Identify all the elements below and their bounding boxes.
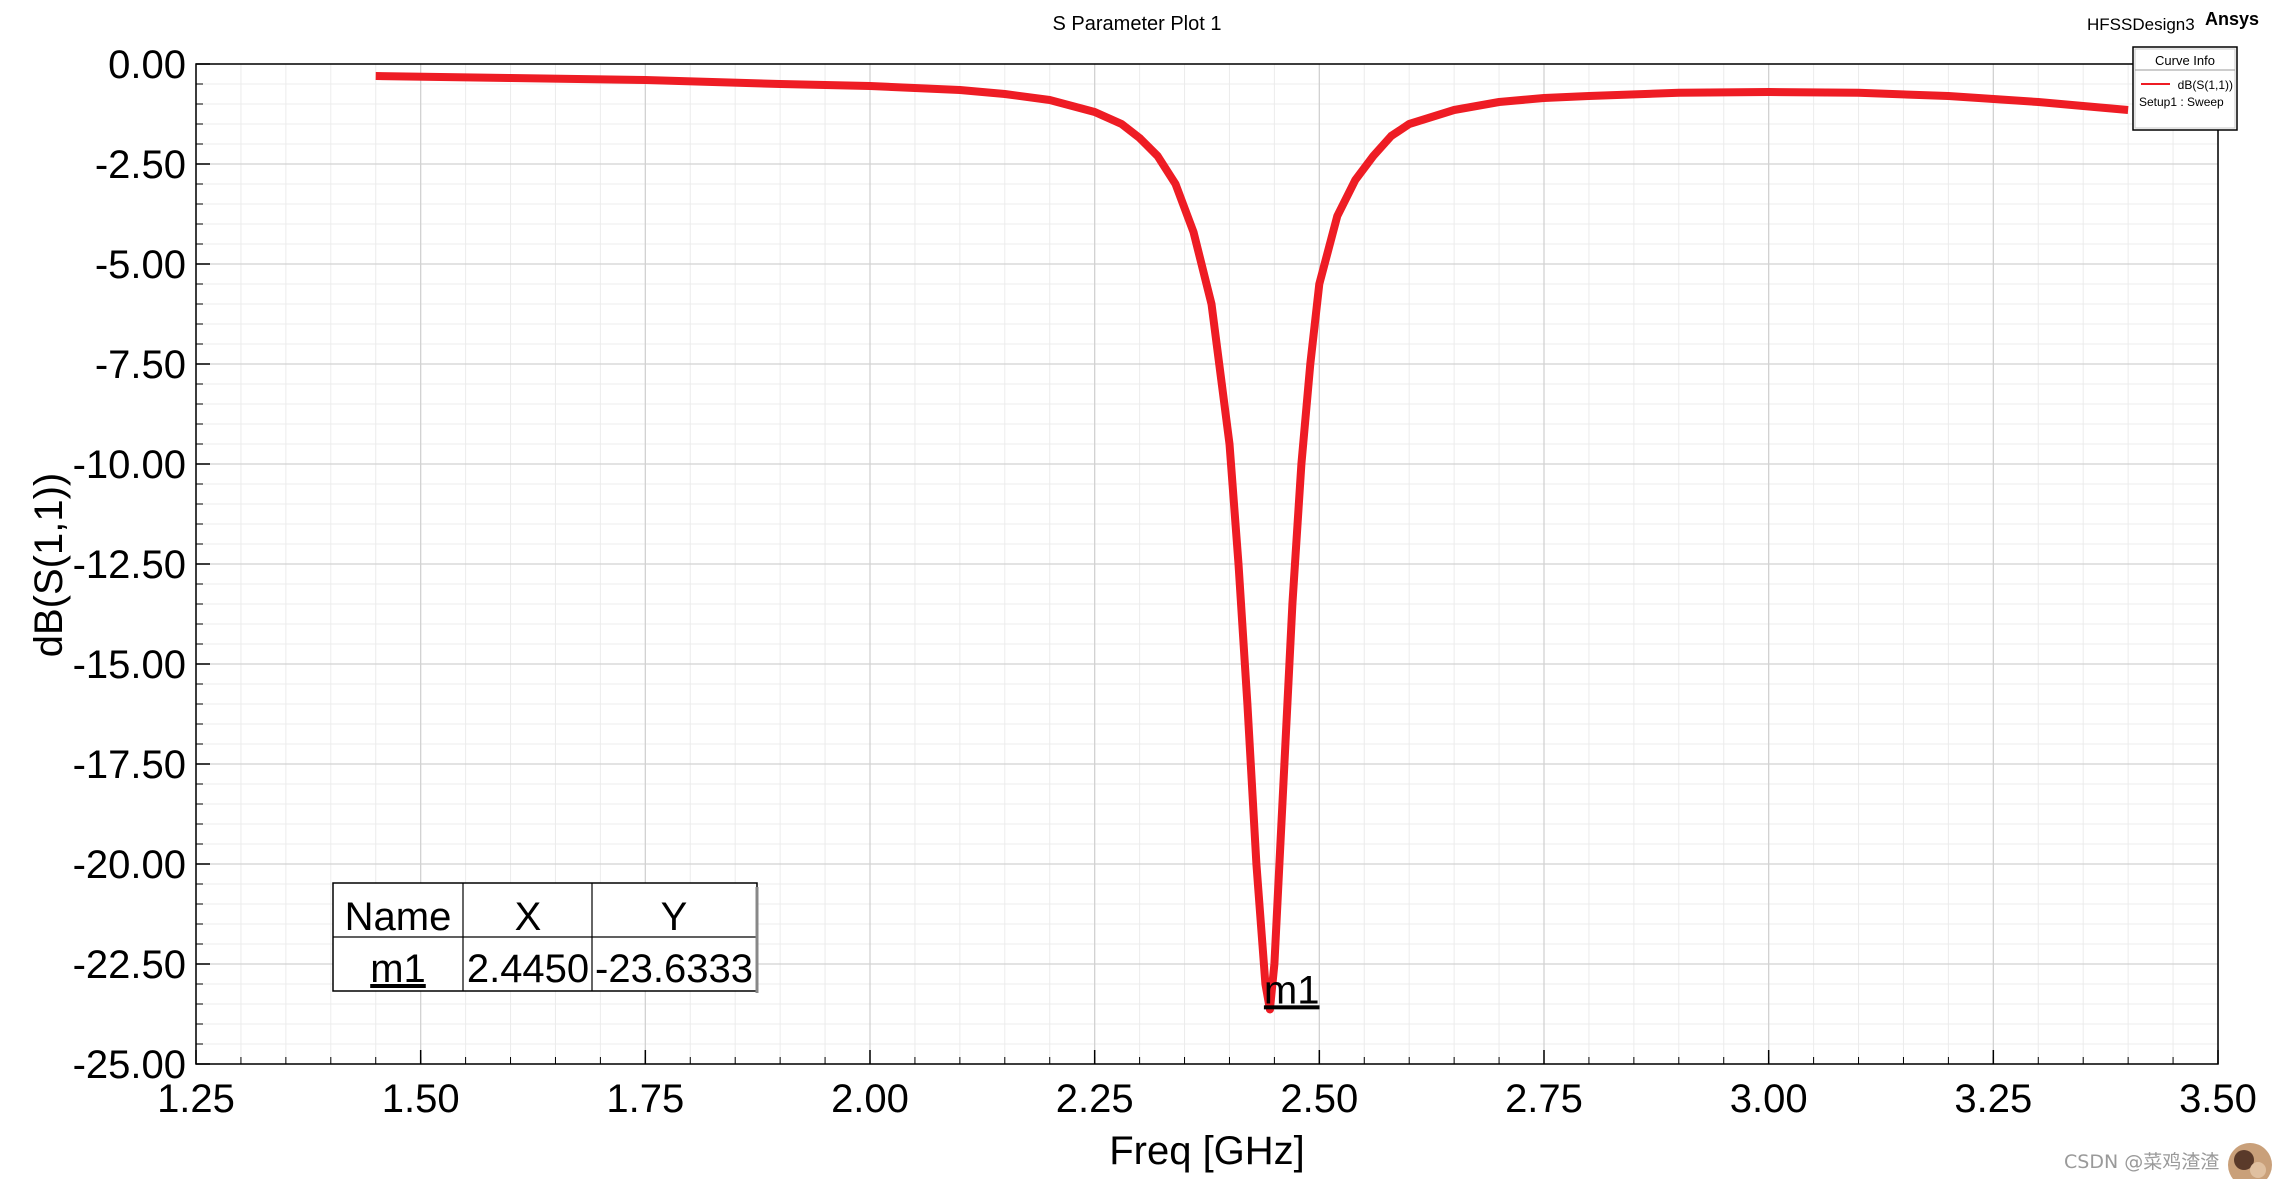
x-tick-label: 3.50: [2179, 1077, 2257, 1121]
y-tick-label: -2.50: [95, 143, 186, 187]
x-tick-label: 1.75: [606, 1077, 684, 1121]
y-tick-label: -25.00: [73, 1043, 186, 1087]
x-tick-label: 1.50: [382, 1077, 460, 1121]
y-tick-label: -20.00: [73, 843, 186, 887]
plot-frame: [195, 63, 2219, 1065]
legend-title: Curve Info: [2155, 53, 2215, 68]
x-axis-label: Freq [GHz]: [1109, 1129, 1305, 1173]
axis-ticks: [195, 63, 2219, 1065]
marker-label[interactable]: m1: [1264, 968, 1320, 1012]
avatar: [2228, 1143, 2272, 1179]
y-tick-label: -12.50: [73, 543, 186, 587]
legend-series-label: dB(S(1,1)): [2178, 78, 2233, 92]
marker-table-header-name: Name: [345, 895, 452, 939]
y-tick-label: -10.00: [73, 443, 186, 487]
series-layer: [375, 72, 2129, 1014]
y-tick-labels: 0.00 -2.50 -5.00 -7.50 -10.00 -12.50 -15.00 -17…: [73, 43, 186, 1087]
grid-major-lines: [195, 63, 2219, 1065]
x-tick-label: 2.00: [831, 1077, 909, 1121]
y-tick-label: -5.00: [95, 243, 186, 287]
marker-table-header-x: X: [515, 895, 542, 939]
design-name: HFSSDesign3: [2087, 15, 2195, 34]
chart-title: S Parameter Plot 1: [1053, 13, 1222, 35]
y-tick-label: -17.50: [73, 743, 186, 787]
legend-setup-label: Setup1 : Sweep: [2139, 95, 2224, 109]
series-line-dB-S11: [375, 72, 2129, 1014]
x-tick-label: 1.25: [157, 1077, 235, 1121]
y-tick-label: -15.00: [73, 643, 186, 687]
y-tick-label: -7.50: [95, 343, 186, 387]
y-axis-label: dB(S(1,1)): [27, 473, 71, 658]
y-tick-label: 0.00: [108, 43, 186, 87]
marker-table-cell-y: -23.6333: [595, 947, 753, 991]
marker-point: [1265, 1005, 1274, 1014]
brand-logo-text: Ansys: [2205, 9, 2259, 29]
marker-m1[interactable]: m1: [1264, 968, 1320, 1012]
x-tick-label: 2.50: [1280, 1077, 1358, 1121]
watermark-text: CSDN @菜鸡渣渣: [2064, 1151, 2219, 1173]
marker-table-cell-name[interactable]: m1: [370, 947, 426, 991]
marker-table-cell-x: 2.4450: [467, 947, 589, 991]
x-tick-labels: 1.25 1.50 1.75 2.00 2.25 2.50 2.75 3.00 3.25 3.50: [157, 1077, 2257, 1121]
marker-table[interactable]: Name X Y m1 2.4450 -23.6333: [332, 882, 759, 993]
x-tick-label: 2.75: [1505, 1077, 1583, 1121]
marker-table-header-y: Y: [661, 895, 688, 939]
x-tick-label: 2.25: [1056, 1077, 1134, 1121]
y-tick-label: -22.50: [73, 943, 186, 987]
curve-info-legend[interactable]: Curve Info dB(S(1,1)) Setup1 : Sweep: [2132, 46, 2238, 131]
x-tick-label: 3.25: [1954, 1077, 2032, 1121]
x-tick-label: 3.00: [1730, 1077, 1808, 1121]
